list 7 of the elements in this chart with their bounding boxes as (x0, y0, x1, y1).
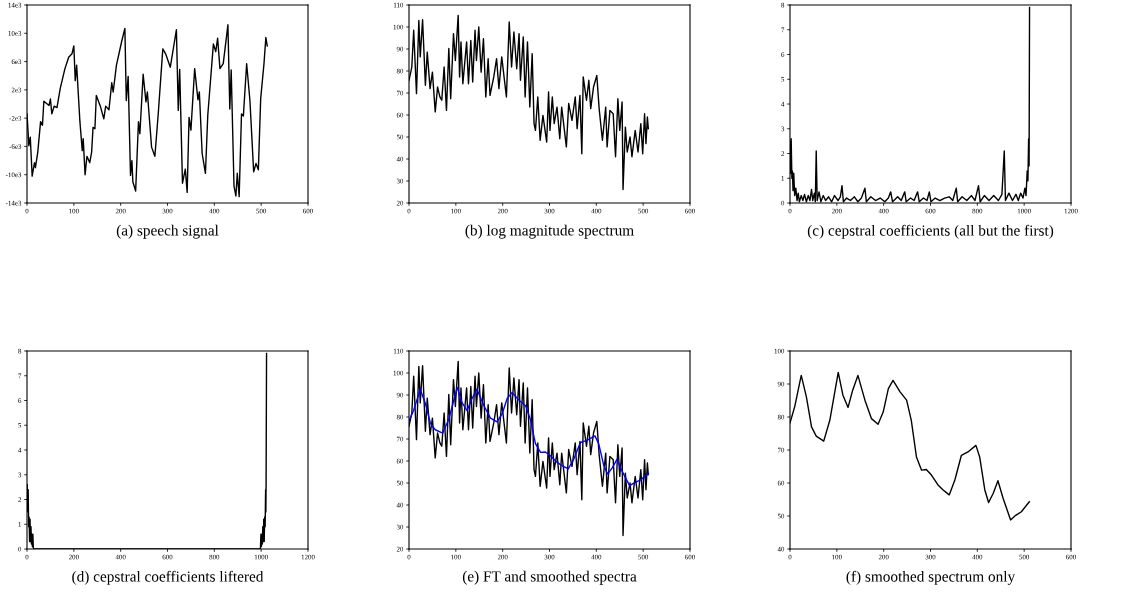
text: (c) cepstral coefficients (all but the first) (807, 224, 1054, 239)
text: (e) FT and smoothed spectra (462, 570, 637, 585)
line-series (409, 386, 650, 487)
text: (d) cepstral coefficients liftered (72, 570, 264, 585)
text: (f) smoothed spectrum only (846, 570, 1016, 585)
text: (a) speech signal (116, 224, 219, 239)
text: (b) log magnitude spectrum (465, 224, 634, 239)
